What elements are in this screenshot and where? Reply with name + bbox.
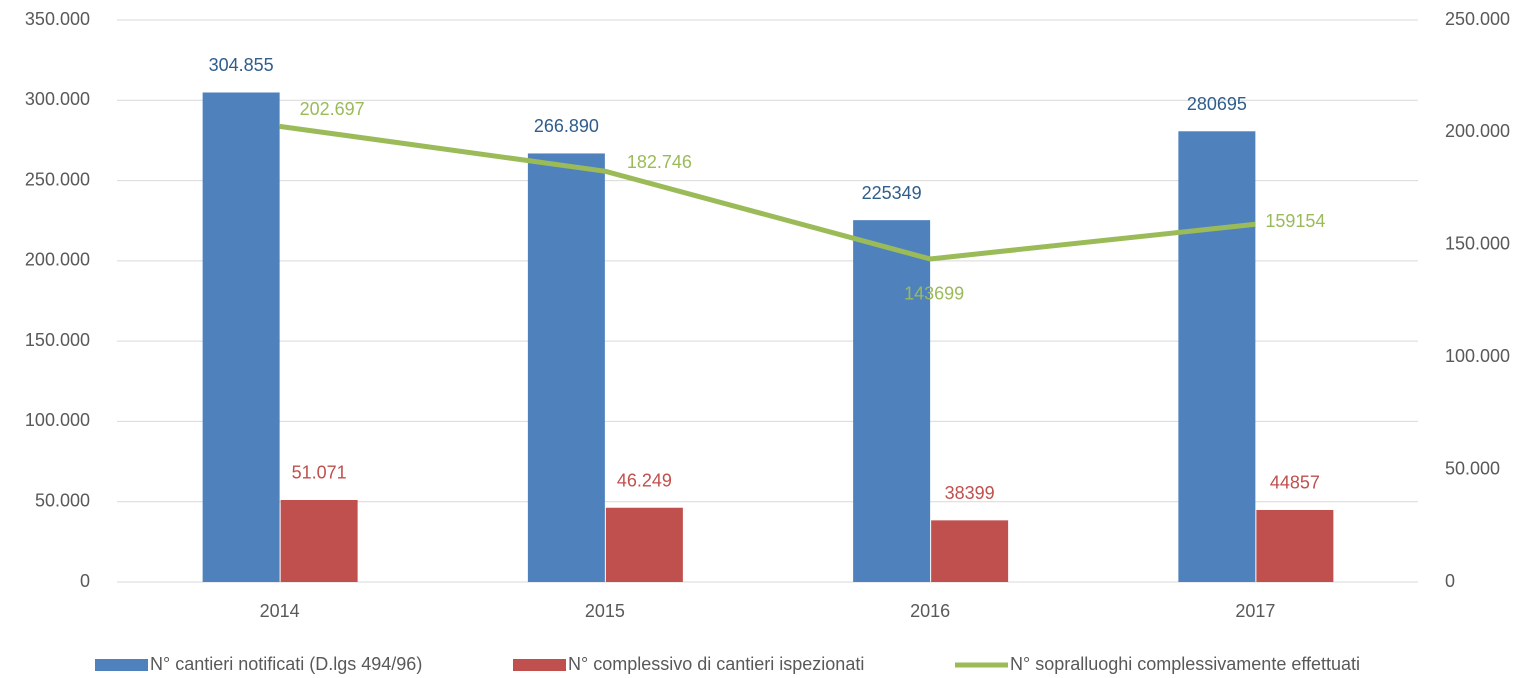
data-label: 202.697 xyxy=(300,99,365,119)
data-label: 304.855 xyxy=(209,55,274,75)
legend-label: N° complessivo di cantieri ispezionati xyxy=(568,654,864,674)
y2-tick-label: 150.000 xyxy=(1445,234,1510,254)
y-tick-label: 200.000 xyxy=(25,250,90,270)
x-tick-label: 2014 xyxy=(260,601,300,621)
x-tick-label: 2017 xyxy=(1235,601,1275,621)
legend-swatch xyxy=(513,659,566,671)
data-label: 159154 xyxy=(1265,211,1325,231)
data-label: 182.746 xyxy=(627,152,692,172)
bar xyxy=(1178,131,1256,582)
y2-tick-label: 200.000 xyxy=(1445,121,1510,141)
data-label: 225349 xyxy=(862,183,922,203)
data-label: 280695 xyxy=(1187,94,1247,114)
data-label: 46.249 xyxy=(617,470,672,490)
y2-tick-label: 100.000 xyxy=(1445,346,1510,366)
y2-tick-label: 250.000 xyxy=(1445,9,1510,29)
y2-tick-label: 0 xyxy=(1445,571,1455,591)
data-label: 51.071 xyxy=(292,463,347,483)
y-tick-label: 150.000 xyxy=(25,330,90,350)
x-tick-label: 2016 xyxy=(910,601,950,621)
bar xyxy=(853,220,931,583)
x-tick-label: 2015 xyxy=(585,601,625,621)
bar xyxy=(280,499,358,582)
legend-swatch xyxy=(95,659,148,671)
y2-tick-label: 50.000 xyxy=(1445,458,1500,478)
legend-label: N° sopralluoghi complessivamente effettu… xyxy=(1010,654,1360,674)
bar xyxy=(605,507,683,582)
line-series xyxy=(279,123,1256,262)
data-label: 44857 xyxy=(1270,473,1320,493)
bar xyxy=(931,520,1009,582)
bar xyxy=(527,153,605,582)
legend-label: N° cantieri notificati (D.lgs 494/96) xyxy=(150,654,422,674)
y-tick-label: 350.000 xyxy=(25,9,90,29)
bar xyxy=(1256,509,1334,582)
data-label: 143699 xyxy=(904,284,964,304)
bar xyxy=(202,92,280,582)
y-tick-label: 250.000 xyxy=(25,169,90,189)
data-label: 38399 xyxy=(945,483,995,503)
y-tick-label: 300.000 xyxy=(25,89,90,109)
y-tick-label: 0 xyxy=(80,571,90,591)
data-label: 266.890 xyxy=(534,116,599,136)
y-tick-label: 50.000 xyxy=(35,490,90,510)
y-tick-label: 100.000 xyxy=(25,410,90,430)
